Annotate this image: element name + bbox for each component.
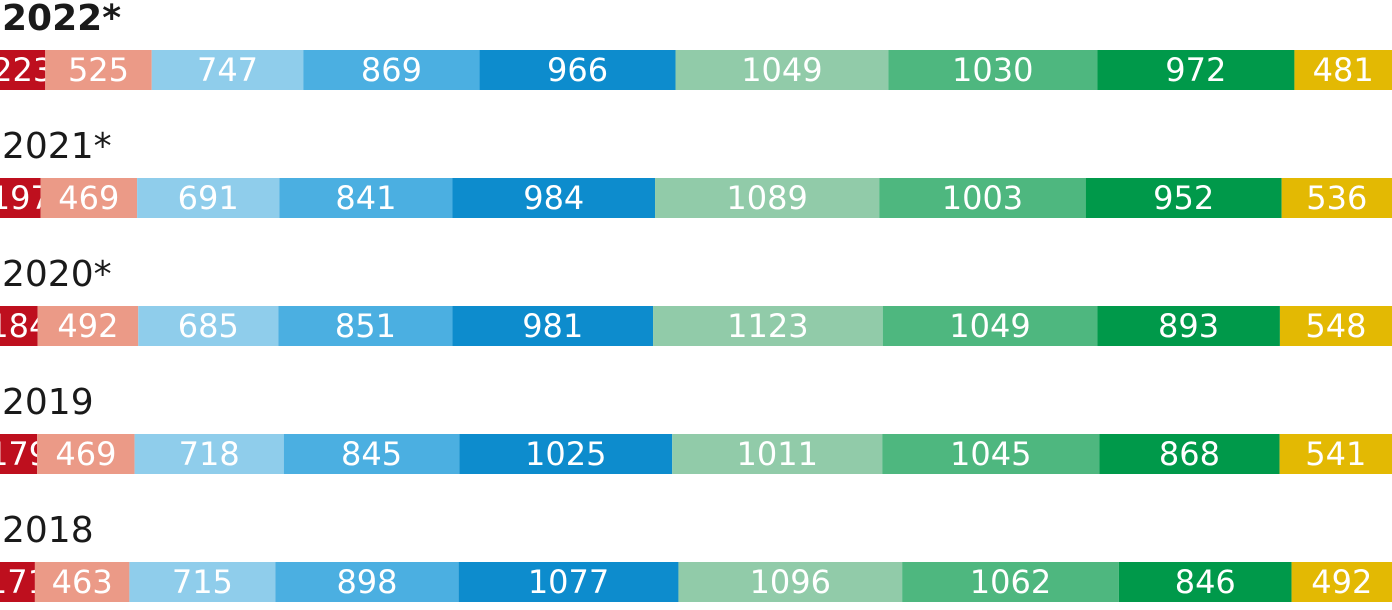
bar-segment: [151, 50, 304, 90]
value-label: 548: [1305, 307, 1366, 345]
value-label: 981: [522, 307, 583, 345]
value-label: 966: [547, 51, 608, 89]
value-label: 869: [361, 51, 422, 89]
bar-segment: [303, 50, 480, 90]
bar-segment: [1085, 178, 1282, 218]
bar-segment: [672, 434, 883, 474]
bar-segment: [452, 306, 654, 346]
value-label: 1062: [970, 563, 1051, 601]
bar-segment: [1099, 434, 1280, 474]
value-label: 492: [1311, 563, 1372, 601]
value-label: 1049: [949, 307, 1030, 345]
value-label: 898: [336, 563, 397, 601]
value-label: 984: [523, 179, 584, 217]
value-label: 845: [341, 435, 402, 473]
value-label: 541: [1305, 435, 1366, 473]
value-label: 536: [1306, 179, 1367, 217]
bar-segment: [34, 562, 130, 602]
bar-segment: [678, 562, 903, 602]
bar-segment: [1294, 50, 1392, 90]
value-label: 469: [55, 435, 116, 473]
bar-segment: [275, 562, 459, 602]
bar-segment: [675, 50, 889, 90]
value-label: 1123: [727, 307, 808, 345]
bar-segment: [1281, 178, 1392, 218]
value-label: 492: [57, 307, 118, 345]
bar-segment: [0, 50, 46, 90]
bar-segment: [279, 178, 453, 218]
value-label: 463: [52, 563, 113, 601]
bar-segment: [1291, 562, 1392, 602]
bar-segment: [1279, 306, 1392, 346]
bar-segment: [278, 306, 453, 346]
value-label: 469: [58, 179, 119, 217]
bar-segment: [1097, 306, 1280, 346]
bar-segment: [37, 434, 135, 474]
bar-segment: [882, 434, 1100, 474]
bar-segment: [888, 50, 1098, 90]
category-label: 2021*: [2, 126, 112, 167]
value-label: 1003: [942, 179, 1023, 217]
category-label: 2022*: [2, 0, 121, 39]
value-label: 846: [1175, 563, 1236, 601]
bar-segment: [129, 562, 276, 602]
value-label: 972: [1165, 51, 1226, 89]
category-label: 2019: [2, 382, 94, 423]
value-label: 1096: [750, 563, 831, 601]
bar-segment: [655, 178, 880, 218]
value-label: 685: [178, 307, 239, 345]
value-label: 525: [68, 51, 129, 89]
category-label: 2018: [2, 510, 94, 551]
bar-segment: [0, 434, 38, 474]
bar-segment: [283, 434, 460, 474]
bar-segment: [882, 306, 1098, 346]
value-label: 691: [178, 179, 239, 217]
value-label: 1049: [741, 51, 822, 89]
category-label: 2020*: [2, 254, 112, 295]
bar-segment: [479, 50, 676, 90]
value-label: 481: [1313, 51, 1374, 89]
bar-segment: [37, 306, 139, 346]
bar-segment: [1097, 50, 1295, 90]
value-label: 747: [197, 51, 258, 89]
value-label: 1025: [525, 435, 606, 473]
bar-segment: [138, 306, 279, 346]
bar-segment: [653, 306, 883, 346]
bar-segment: [1279, 434, 1392, 474]
value-label: 851: [335, 307, 396, 345]
bar-segment: [0, 306, 38, 346]
bar-segment: [137, 178, 280, 218]
value-label: 223: [0, 51, 53, 89]
value-label: 1089: [726, 179, 807, 217]
value-label: 718: [179, 435, 240, 473]
value-label: 893: [1158, 307, 1219, 345]
bar-segment: [134, 434, 284, 474]
bar-segment: [0, 178, 41, 218]
bar-segment: [459, 434, 673, 474]
bar-segment: [45, 50, 152, 90]
value-label: 1077: [528, 563, 609, 601]
value-label: 1045: [950, 435, 1031, 473]
bar-segment: [40, 178, 138, 218]
value-label: 1011: [737, 435, 818, 473]
value-label: 1030: [952, 51, 1033, 89]
bar-segment: [902, 562, 1119, 602]
bar-segment: [0, 562, 35, 602]
bar-segment: [879, 178, 1086, 218]
value-label: 952: [1153, 179, 1214, 217]
bar-segment: [1118, 562, 1292, 602]
bar-segment: [452, 178, 656, 218]
bar-segment: [458, 562, 679, 602]
value-label: 841: [335, 179, 396, 217]
value-label: 868: [1159, 435, 1220, 473]
value-label: 715: [172, 563, 233, 601]
